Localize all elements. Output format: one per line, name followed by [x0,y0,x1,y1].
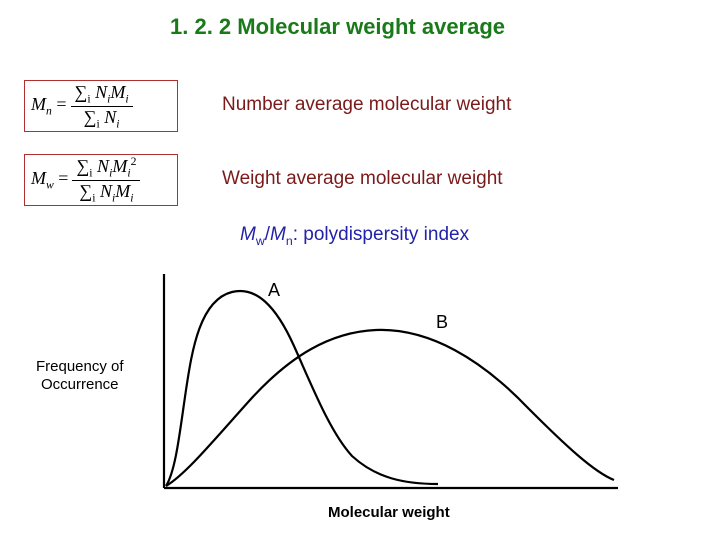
formula-mn-denominator: ∑i Ni [80,107,124,131]
chart-x-axis-label: Molecular weight [328,504,450,521]
formula-mn-lhs: Mn = [31,94,67,118]
formula-mn-numerator: ∑i NiMi [71,82,133,107]
y-label-line1: Frequency of [36,358,124,375]
curve-a [166,291,438,486]
pdi-mn: Mn [270,224,293,245]
polydispersity-index-label: Mw/Mn: polydispersity index [232,222,477,250]
formula-mw-fraction: ∑i NiMi2 ∑i NiMi [72,155,140,204]
curve-a-label: A [268,280,280,301]
caption-weight-average: Weight average molecular weight [222,168,503,190]
formula-mw-denominator: ∑i NiMi [75,181,137,205]
curve-b [166,330,614,486]
formula-mw-numerator: ∑i NiMi2 [72,155,140,181]
pdi-suffix: : polydispersity index [293,224,469,245]
formula-mn-box: Mn = ∑i NiMi ∑i Ni [24,80,178,132]
caption-number-average: Number average molecular weight [222,94,511,116]
curve-b-label: B [436,312,448,333]
pdi-mw: Mw [240,224,265,245]
formula-mn-fraction: ∑i NiMi ∑i Ni [71,82,133,130]
y-label-line2: Occurrence [41,376,119,393]
formula-mw-box: Mw = ∑i NiMi2 ∑i NiMi [24,154,178,206]
section-heading: 1. 2. 2 Molecular weight average [170,14,505,40]
chart-curves [166,291,614,486]
chart-y-axis-label: Frequency of Occurrence [36,358,124,394]
chart-axes [164,274,618,488]
formula-mw-lhs: Mw = [31,168,68,192]
